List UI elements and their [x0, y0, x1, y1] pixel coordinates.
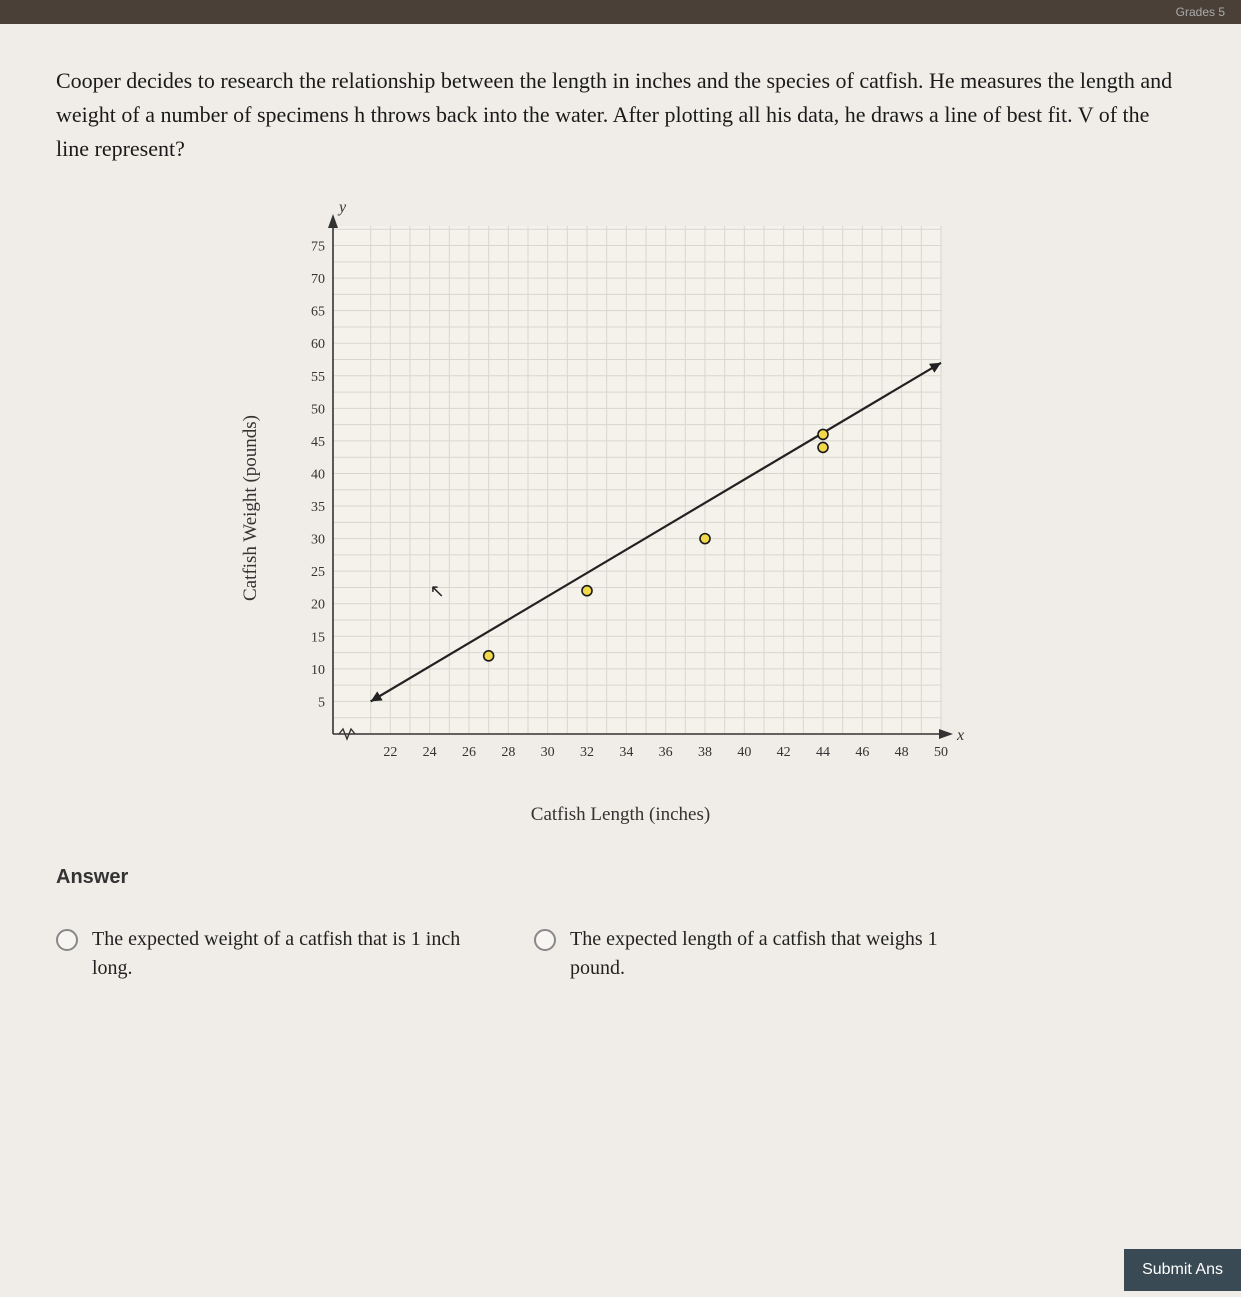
- svg-text:34: 34: [619, 745, 633, 760]
- radio-icon[interactable]: [56, 929, 78, 951]
- answer-heading: Answer: [56, 866, 1185, 889]
- svg-text:38: 38: [698, 745, 712, 760]
- svg-text:30: 30: [311, 533, 325, 548]
- svg-text:22: 22: [383, 745, 397, 760]
- answer-option-0[interactable]: The expected weight of a catfish that is…: [56, 925, 486, 983]
- svg-text:y: y: [337, 199, 347, 216]
- svg-text:30: 30: [540, 745, 554, 760]
- svg-text:65: 65: [311, 305, 325, 320]
- chart: Catfish Weight (pounds) 5101520253035404…: [261, 198, 981, 818]
- svg-text:48: 48: [894, 745, 908, 760]
- svg-text:50: 50: [311, 403, 325, 418]
- answer-option-1[interactable]: The expected length of a catfish that we…: [534, 925, 964, 983]
- top-bar: Grades 5: [0, 0, 1241, 24]
- chart-svg: 5 10 15 20 25 30 35 40 45 50 55 60 65 70 75 22 24 26 28 30 3…: [261, 198, 981, 788]
- svg-text:45: 45: [311, 435, 325, 450]
- svg-text:42: 42: [776, 745, 790, 760]
- svg-text:70: 70: [311, 272, 325, 287]
- svg-text:50: 50: [934, 745, 948, 760]
- svg-text:40: 40: [311, 468, 325, 483]
- y-axis-title: Catfish Weight (pounds): [240, 415, 262, 601]
- answer-option-label: The expected length of a catfish that we…: [570, 925, 964, 983]
- svg-text:x: x: [956, 727, 964, 744]
- svg-text:60: 60: [311, 338, 325, 353]
- svg-text:36: 36: [658, 745, 672, 760]
- answer-options: The expected weight of a catfish that is…: [56, 925, 1185, 983]
- chart-container: Catfish Weight (pounds) 5 10 15 20 25 30 35 40 4…: [56, 198, 1185, 818]
- svg-text:26: 26: [462, 745, 476, 760]
- svg-text:55: 55: [311, 370, 325, 385]
- svg-text:40: 40: [737, 745, 751, 760]
- svg-text:44: 44: [816, 745, 830, 760]
- svg-text:25: 25: [311, 565, 325, 580]
- svg-text:5: 5: [318, 696, 325, 711]
- answer-option-label: The expected weight of a catfish that is…: [92, 925, 486, 983]
- svg-text:15: 15: [311, 631, 325, 646]
- question-text: Cooper decides to research the relations…: [56, 64, 1185, 166]
- svg-text:46: 46: [855, 745, 869, 760]
- svg-text:28: 28: [501, 745, 515, 760]
- svg-text:75: 75: [311, 240, 325, 255]
- radio-icon[interactable]: [534, 929, 556, 951]
- svg-text:20: 20: [311, 598, 325, 613]
- svg-text:↖: ↖: [429, 582, 444, 602]
- grades-label: Grades 5: [1176, 5, 1225, 19]
- x-axis-title: Catfish Length (inches): [531, 804, 710, 826]
- page-content: Cooper decides to research the relations…: [0, 24, 1241, 1297]
- svg-text:35: 35: [311, 500, 325, 515]
- svg-text:32: 32: [580, 745, 594, 760]
- svg-text:24: 24: [422, 745, 436, 760]
- svg-text:10: 10: [311, 663, 325, 678]
- submit-button[interactable]: Submit Ans: [1124, 1249, 1241, 1291]
